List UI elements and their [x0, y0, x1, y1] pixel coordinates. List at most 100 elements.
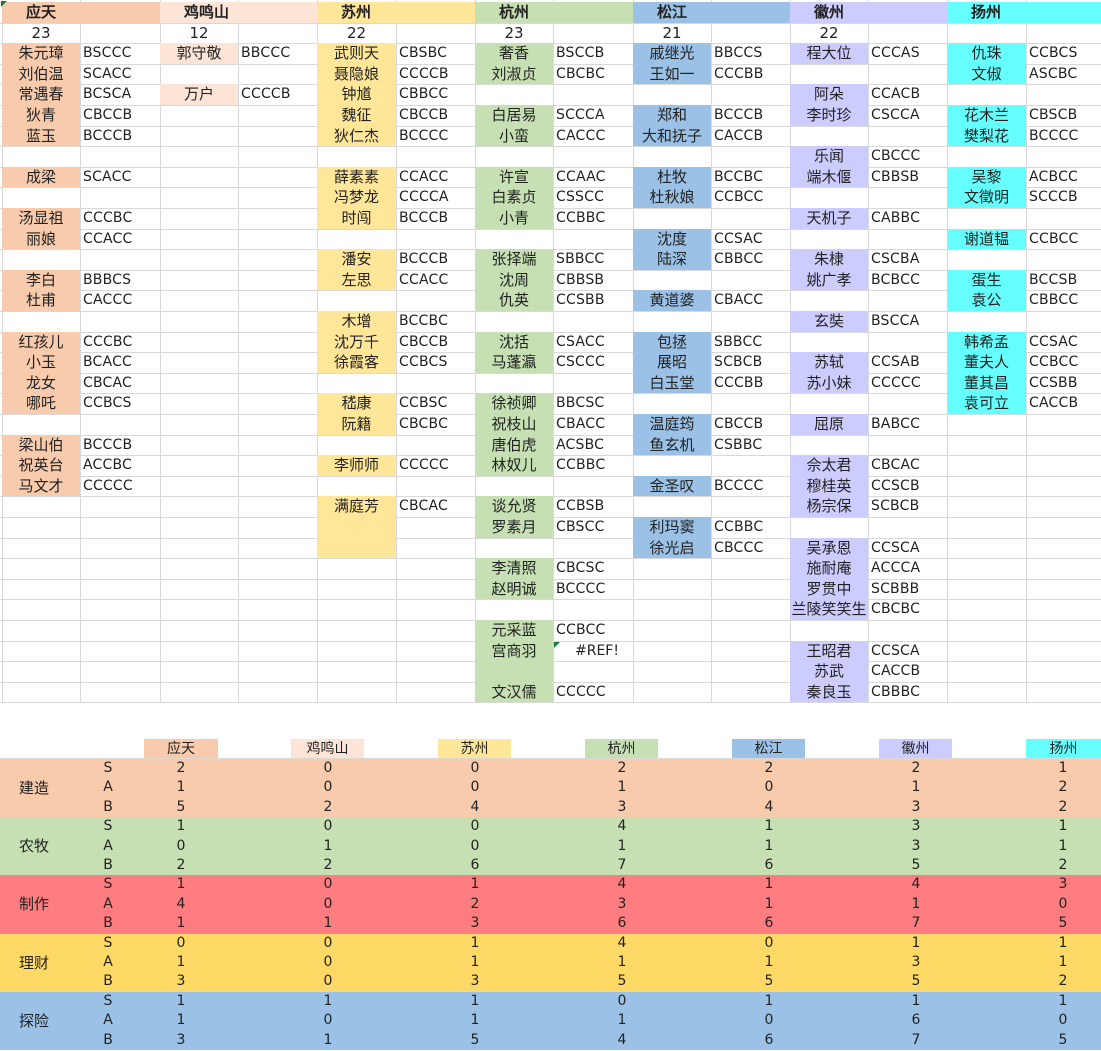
hero-name-cell[interactable]: 佘太君 [790, 455, 868, 476]
hero-name-cell[interactable]: 利玛窦 [633, 517, 711, 538]
stats-value-cell[interactable]: 0 [764, 779, 774, 796]
hero-code-cell[interactable]: CSCBA [871, 251, 920, 268]
hero-name-cell[interactable]: 阿朵 [790, 84, 868, 105]
stats-value-cell[interactable]: 0 [764, 1012, 774, 1029]
hero-code-cell[interactable]: CBBCC [399, 86, 449, 103]
stats-value-cell[interactable]: 3 [911, 818, 921, 835]
hero-code-cell[interactable]: CSCCA [871, 107, 920, 123]
stats-value-cell[interactable]: 4 [617, 818, 627, 835]
hero-code-cell[interactable]: CBBSB [556, 271, 605, 288]
hero-name-cell[interactable]: 李时珍 [790, 105, 868, 126]
city-header[interactable]: 鸡鸣山 [160, 2, 317, 23]
city-count[interactable]: 23 [504, 23, 524, 42]
hero-name-cell[interactable]: 金圣叹 [633, 475, 711, 497]
stats-value-cell[interactable]: 1 [176, 876, 186, 893]
hero-name-cell[interactable]: 沈括 [475, 331, 553, 353]
stats-value-cell[interactable]: 5 [176, 798, 186, 815]
hero-name-cell[interactable]: 刘伯温 [2, 63, 80, 85]
hero-code-cell[interactable]: CBCAC [83, 374, 133, 391]
hero-name-cell[interactable]: 兰陵笑笑生 [790, 599, 868, 620]
filled-empty-cell[interactable] [475, 661, 553, 682]
stats-value-cell[interactable]: 1 [764, 818, 774, 835]
hero-name-cell[interactable]: 狄仁杰 [317, 125, 396, 147]
stats-value-cell[interactable]: 0 [1058, 1012, 1068, 1029]
hero-name-cell[interactable]: 狄青 [2, 105, 80, 126]
stats-value-cell[interactable]: 1 [911, 895, 921, 912]
stats-value-cell[interactable]: 0 [323, 1012, 333, 1029]
hero-code-cell[interactable]: BCCCC [714, 477, 764, 494]
hero-code-cell[interactable]: CBACC [556, 416, 606, 432]
stats-value-cell[interactable]: 1 [470, 934, 480, 951]
hero-name-cell[interactable]: 天机子 [790, 208, 868, 229]
hero-name-cell[interactable]: 林奴儿 [475, 455, 553, 476]
hero-code-cell[interactable]: BBCSC [556, 395, 605, 412]
hero-code-cell[interactable]: CBCBC [871, 601, 921, 618]
stats-value-cell[interactable]: 0 [470, 837, 480, 854]
city-header[interactable]: 苏州 [317, 2, 475, 23]
stats-value-cell[interactable]: 5 [764, 973, 774, 990]
stats-value-cell[interactable]: 0 [323, 818, 333, 835]
filled-empty-cell[interactable] [317, 537, 396, 559]
stats-value-cell[interactable]: 1 [617, 1012, 627, 1029]
stats-value-cell[interactable]: 3 [911, 954, 921, 970]
hero-code-cell[interactable]: BCCCB [83, 436, 133, 453]
stats-value-cell[interactable]: 0 [323, 779, 333, 796]
stats-value-cell[interactable]: 1 [617, 837, 627, 854]
hero-code-cell[interactable]: CCCBC [83, 333, 133, 350]
stats-value-cell[interactable]: 0 [470, 818, 480, 835]
stats-value-cell[interactable]: 0 [1058, 895, 1068, 912]
hero-code-cell[interactable]: ACCBC [83, 457, 133, 474]
hero-code-cell[interactable]: SCCCB [1029, 189, 1078, 206]
hero-code-cell[interactable]: CBSBC [399, 45, 448, 62]
stats-value-cell[interactable]: 3 [470, 915, 480, 932]
hero-code-cell[interactable]: BCCCC [1029, 127, 1079, 144]
city-count[interactable]: 22 [346, 23, 367, 42]
hero-code-cell[interactable]: SCBCB [871, 498, 920, 515]
hero-name-cell[interactable]: 穆桂英 [790, 475, 868, 497]
hero-code-cell[interactable]: CCBBC [714, 519, 764, 535]
hero-code-cell[interactable]: CCBCC [1029, 230, 1079, 247]
hero-code-cell[interactable]: BBCCC [241, 45, 291, 62]
hero-code-cell[interactable]: CCBCC [714, 189, 764, 206]
hero-name-cell[interactable]: 白居易 [475, 105, 553, 126]
hero-code-cell[interactable]: CBCBC [399, 416, 449, 432]
hero-code-cell[interactable]: CCBCS [399, 354, 448, 371]
hero-name-cell[interactable]: 马蓬瀛 [475, 352, 553, 373]
hero-name-cell[interactable]: 徐霞客 [317, 352, 396, 373]
stats-value-cell[interactable]: 4 [617, 1031, 627, 1048]
hero-name-cell[interactable]: 哪吒 [2, 393, 80, 414]
hero-name-cell[interactable]: 谈允贤 [475, 496, 553, 517]
hero-code-cell[interactable]: CCCCC [399, 457, 449, 474]
hero-code-cell[interactable]: BCCCC [399, 127, 449, 144]
stats-value-cell[interactable]: 1 [176, 992, 186, 1009]
city-count[interactable]: 12 [189, 23, 209, 42]
stats-value-cell[interactable]: 7 [617, 857, 627, 873]
stats-value-cell[interactable]: 1 [617, 779, 627, 796]
hero-name-cell[interactable]: 小玉 [2, 352, 80, 373]
hero-code-cell[interactable]: BABCC [871, 416, 921, 432]
hero-code-cell[interactable]: BCCCB [399, 210, 449, 226]
stats-category-label[interactable]: 理财 [19, 953, 50, 972]
stats-value-cell[interactable]: 1 [323, 915, 333, 932]
hero-name-cell[interactable]: 阮籍 [317, 414, 396, 435]
hero-code-cell[interactable]: BSCCB [556, 45, 605, 62]
hero-name-cell[interactable]: 小蛮 [475, 125, 553, 147]
stats-value-cell[interactable]: 0 [323, 954, 333, 970]
stats-value-cell[interactable]: 3 [617, 895, 627, 912]
stats-value-cell[interactable]: 7 [911, 915, 921, 932]
hero-code-cell[interactable]: CABBC [871, 210, 921, 226]
hero-code-cell[interactable]: CBCCB [714, 416, 764, 432]
hero-code-cell[interactable]: CCBBC [556, 210, 606, 226]
hero-code-cell[interactable]: CCCCC [83, 477, 133, 494]
stats-value-cell[interactable]: 0 [323, 895, 333, 912]
hero-code-cell[interactable]: CCACB [871, 86, 921, 103]
hero-name-cell[interactable]: 董其昌 [947, 372, 1026, 394]
hero-name-cell[interactable]: 木增 [317, 311, 396, 332]
hero-name-cell[interactable]: 仇英 [475, 290, 553, 311]
stats-value-cell[interactable]: 1 [764, 837, 774, 854]
hero-code-cell[interactable]: CBSCC [556, 519, 605, 535]
stats-value-cell[interactable]: 0 [176, 934, 186, 951]
hero-code-cell[interactable]: BSCCA [871, 313, 920, 329]
stats-grade-label[interactable]: S [103, 992, 113, 1009]
stats-value-cell[interactable]: 1 [470, 992, 480, 1009]
